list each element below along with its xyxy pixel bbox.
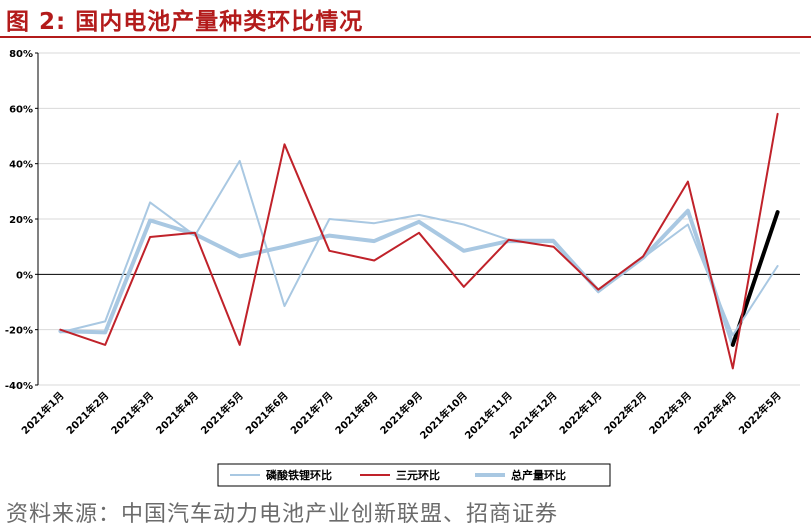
source-text: 中国汽车动力电池产业创新联盟、招商证券 [121,502,559,527]
y-tick-label: 80% [9,49,33,60]
y-tick-label: 60% [9,104,33,115]
series-lines [58,112,780,370]
y-tick-label: 20% [9,215,33,226]
x-tick-label: 2021年5月 [198,389,246,437]
x-tick-label: 2021年12月 [507,389,560,442]
x-tick-label: 2022年2月 [601,389,649,437]
legend: 磷酸铁锂环比 三元环比 总产量环比 [217,463,611,487]
y-tick-labels: -40% -20% 0% 20% 40% 60% 80% [5,49,33,392]
y-tick-label: 0% [16,270,33,281]
x-tick-label: 2021年10月 [417,389,470,442]
x-tick-label: 2021年1月 [19,389,67,437]
legend-label: 三元环比 [396,468,440,482]
x-tick-label: 2022年1月 [556,389,604,437]
line-chart: -40%-20%0%20%40%60%80% 2021年1月2021年2月202… [5,49,800,487]
source-note: 资料来源：中国汽车动力电池产业创新联盟、招商证券 [6,496,558,528]
x-tick-label: 2021年9月 [377,389,425,437]
series-line [59,112,779,370]
y-tick-label: -20% [5,326,33,337]
x-tick-label: 2022年3月 [646,389,694,437]
x-tick-label: 2021年4月 [153,389,201,437]
x-tick-label: 2021年8月 [332,389,380,437]
title-rule [0,36,811,38]
x-tick-label: 2022年4月 [691,389,739,437]
x-tick-label: 2021年7月 [288,389,336,437]
legend-label: 磷酸铁锂环比 [266,468,332,482]
x-tick-label: 2021年3月 [108,389,156,437]
legend-box [217,463,611,487]
series-line [58,208,735,347]
x-tick-labels: 2021年1月2021年2月2021年3月2021年4月2021年5月2021年… [19,389,784,442]
x-tick-label: 2021年2月 [63,389,111,437]
series-line [59,159,779,337]
source-label: 资料来源： [6,502,122,527]
y-tick-label: 40% [9,160,33,171]
x-tick-label: 2022年5月 [736,389,784,437]
x-tick-label: 2021年11月 [462,389,515,442]
gridlines [38,52,800,386]
legend-label: 总产量环比 [511,468,566,482]
x-tick-label: 2021年6月 [243,389,291,437]
axes [35,52,800,386]
figure-title: 图 2: 国内电池产量种类环比情况 [6,9,364,35]
y-tick-label: -40% [5,381,33,392]
